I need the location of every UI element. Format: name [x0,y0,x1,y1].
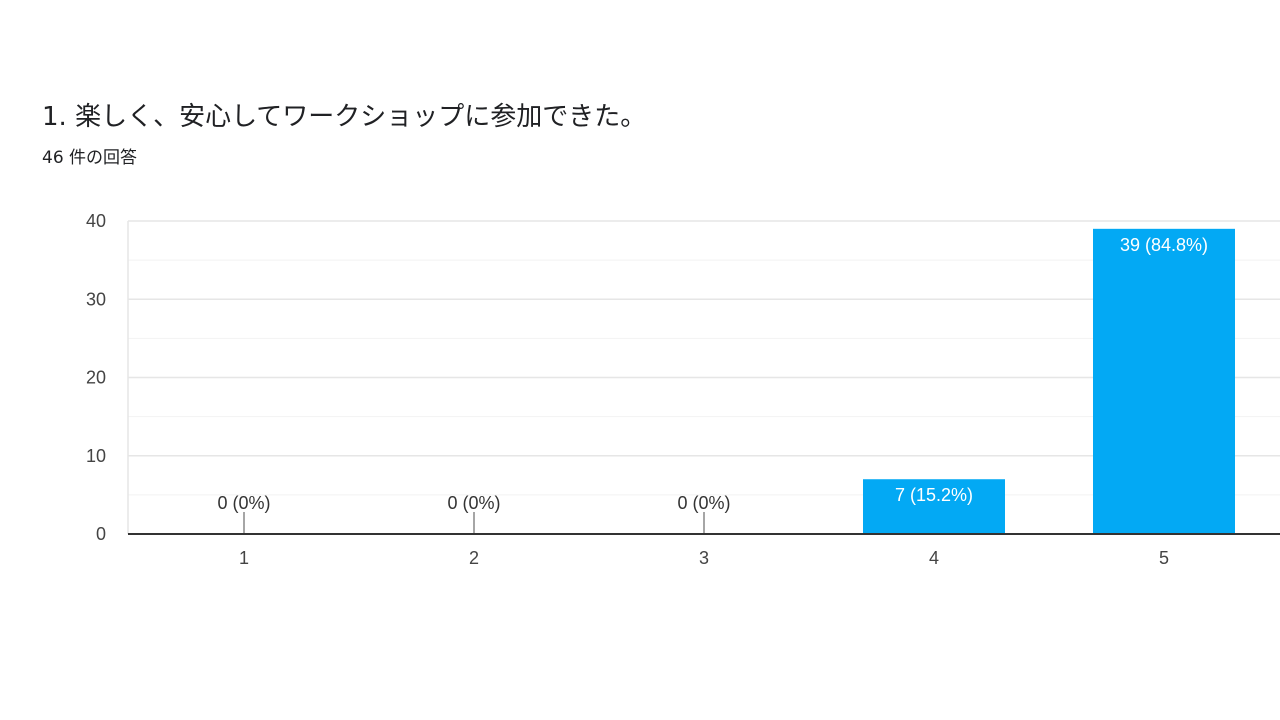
data-label: 0 (0%) [447,493,500,513]
bar [1093,228,1235,534]
data-label: 0 (0%) [217,493,270,513]
data-label: 39 (84.8%) [1120,235,1208,255]
x-tick-label: 4 [929,548,939,568]
response-count: 46 件の回答 [42,148,138,168]
x-tick-label: 3 [699,548,709,568]
x-tick-label: 1 [239,548,249,568]
x-tick-label: 2 [469,548,479,568]
axes: 0 10 20 30 40 1 2 3 4 5 [86,211,1280,568]
y-tick-label: 40 [86,211,106,231]
x-tick-label: 5 [1159,548,1169,568]
y-tick-label: 10 [86,446,106,466]
data-label: 7 (15.2%) [895,485,973,505]
y-tick-label: 0 [96,524,106,544]
data-label: 0 (0%) [677,493,730,513]
bars [243,228,1235,534]
bar [863,479,1005,534]
gridlines [127,220,1280,534]
y-tick-label: 20 [86,368,106,388]
chart-title: 1. 楽しく、安心してワークショップに参加できた。 [42,102,647,132]
data-labels: 0 (0%) 0 (0%) 0 (0%) 7 (15.2%) 39 (84.8%) [217,235,1208,513]
y-tick-label: 30 [86,289,106,309]
